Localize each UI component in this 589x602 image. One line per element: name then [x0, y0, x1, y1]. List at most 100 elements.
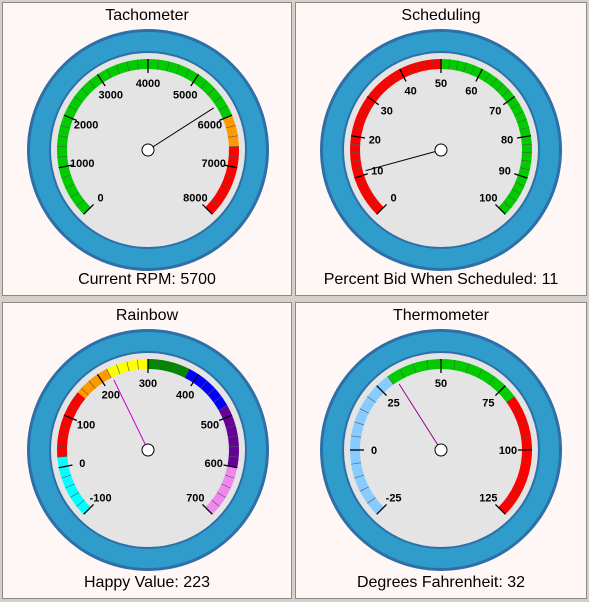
gauge-readout: Happy Value: 223	[83, 574, 210, 591]
gauge-readout: Current RPM: 5700	[78, 271, 216, 288]
gauge-minor-tick	[216, 492, 226, 498]
gauge-minor-tick	[184, 68, 190, 78]
gauge-minor-tick	[484, 73, 491, 82]
gauge-minor-tick	[157, 59, 159, 70]
gauge-minor-tick	[88, 80, 96, 89]
gauge-minor-tick	[60, 125, 71, 129]
gauge-minor-tick	[407, 65, 412, 75]
gauge-major-tick	[190, 73, 200, 87]
gauge-minor-tick	[200, 80, 208, 89]
gauge-major-tick	[354, 173, 368, 179]
gauge-major-tick	[399, 68, 407, 82]
gauge-minor-tick	[350, 143, 361, 146]
gauge-major-tick	[58, 164, 73, 169]
gauge-minor-tick	[515, 181, 525, 187]
gauge-minor-tick	[106, 368, 112, 378]
gauge-color-band	[77, 368, 112, 399]
gauge-tick-label: 50	[435, 78, 447, 90]
gauge-minor-tick	[358, 110, 368, 116]
gauge-minor-tick	[227, 135, 238, 138]
gauge-tick-label: 70	[489, 106, 501, 118]
gauge-minor-tick	[184, 368, 190, 378]
gauge-minor-tick	[520, 462, 531, 465]
rainbow-gauge: -100 0 100 200 300 400 500 600 700	[27, 329, 269, 571]
gauge-minor-tick	[74, 96, 83, 103]
gauge-readout: Degrees Fahrenheit: 32	[356, 574, 526, 591]
gauge-tick-label: 100	[499, 445, 517, 457]
gauge-minor-tick	[488, 376, 495, 385]
gauge-color-band	[218, 405, 239, 468]
gauge-minor-tick	[126, 61, 130, 72]
gauge-minor-tick	[80, 88, 89, 96]
gauge-major-tick	[223, 464, 238, 469]
gauge-minor-tick	[350, 159, 361, 162]
gauge-major-tick	[96, 373, 106, 387]
gauge-major-tick	[376, 203, 388, 215]
gauge-minor-tick	[225, 125, 236, 129]
gauge-color-band	[350, 376, 394, 515]
gauge-minor-tick	[60, 425, 71, 429]
gauge-minor-tick	[378, 83, 386, 92]
gauge-needle	[147, 107, 214, 151]
gauge-tick-label: 60	[465, 85, 477, 97]
gauge-minor-tick	[365, 195, 375, 202]
tachometer-gauge: 0 1000 2000 3000 4000 5000 6000 7000 8000	[27, 29, 269, 271]
gauge-panel-scheduling: Scheduling 0 10 20 30 40 50 60 70 80 90 100 Percen…	[295, 2, 587, 296]
gauge-minor-tick	[80, 388, 89, 396]
gauge-minor-tick	[211, 199, 220, 207]
gauge-minor-tick	[521, 159, 532, 162]
gauge-minor-tick	[126, 361, 130, 372]
gauge-minor-tick	[506, 497, 515, 504]
gauge-minor-tick	[200, 380, 208, 389]
gauge-minor-tick	[76, 199, 85, 207]
gauge-minor-tick	[213, 396, 222, 403]
gauge-needle	[398, 383, 442, 451]
gauge-minor-tick	[61, 174, 72, 179]
gauge-minor-tick	[221, 183, 231, 189]
gauge-major-tick	[494, 203, 506, 215]
gauge-tick-label: 30	[381, 106, 393, 118]
gauge-minor-tick	[352, 127, 363, 131]
gauge-title: Scheduling	[401, 7, 481, 24]
gauge-tick-label: 0	[79, 458, 85, 470]
gauge-minor-tick	[228, 456, 239, 458]
gauge-minor-tick	[137, 59, 139, 70]
gauge-minor-tick	[511, 188, 521, 195]
gauge-minor-tick	[65, 483, 75, 489]
gauge-major-tick	[83, 203, 95, 215]
gauge-minor-tick	[507, 195, 517, 202]
gauge-minor-tick	[520, 435, 531, 438]
gauge-major-tick	[514, 173, 528, 179]
gauge-major-tick	[201, 203, 213, 215]
gauge-minor-tick	[207, 88, 216, 96]
gauge-minor-tick	[519, 127, 530, 131]
gauge-minor-tick	[423, 60, 427, 71]
gauge-major-tick	[63, 414, 78, 422]
gauge-major-tick	[502, 95, 516, 106]
gauge-minor-tick	[391, 73, 398, 82]
gauge-tick-label: 75	[482, 398, 494, 410]
gauge-tick-label: 1000	[70, 158, 94, 170]
gauge-title: Tachometer	[105, 7, 189, 24]
gauge-minor-tick	[359, 486, 369, 492]
gauge-color-band	[498, 396, 532, 515]
gauge-minor-tick	[228, 156, 239, 158]
gauge-tick-label: 2000	[74, 119, 98, 131]
gauge-minor-tick	[510, 103, 520, 110]
gauge-major-tick	[494, 385, 506, 397]
gauge-hub	[141, 443, 155, 457]
gauge-minor-tick	[354, 421, 365, 426]
thermometer-gauge: -25 0 25 50 75 100 125	[320, 329, 562, 571]
gauge-major-tick	[516, 135, 531, 139]
gauge-minor-tick	[399, 368, 405, 378]
gauge-tick-label: 90	[499, 166, 511, 178]
gauge-color-band	[57, 59, 233, 215]
gauge-title: Rainbow	[115, 307, 179, 324]
gauge-major-tick	[366, 95, 380, 106]
gauge-minor-tick	[517, 474, 528, 479]
gauge-minor-tick	[221, 483, 231, 489]
gauge-minor-tick	[58, 435, 69, 438]
gauge-major-tick	[190, 373, 200, 387]
gauge-minor-tick	[359, 408, 369, 414]
